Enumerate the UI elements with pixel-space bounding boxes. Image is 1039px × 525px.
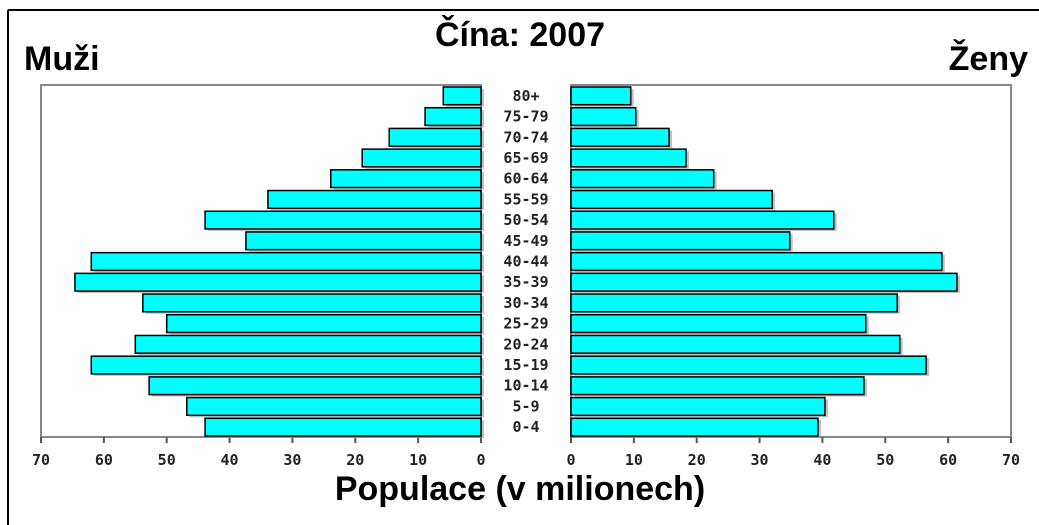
age-label: 10-14 — [503, 377, 548, 395]
x-tick-label: 30 — [751, 451, 769, 469]
bar — [330, 169, 482, 189]
bar — [148, 376, 482, 396]
age-label: 50-54 — [503, 211, 548, 229]
bar — [570, 251, 943, 272]
bar — [165, 314, 482, 334]
x-axis-label: Populace (v milionech) — [335, 470, 705, 508]
bar — [570, 293, 898, 313]
x-tick-label: 10 — [409, 451, 427, 469]
bar — [267, 189, 482, 209]
age-label: 35-39 — [503, 273, 548, 291]
age-label: 60-64 — [503, 170, 548, 188]
bar — [570, 376, 865, 396]
bar — [134, 334, 482, 354]
age-label: 70-74 — [503, 128, 548, 146]
bar — [204, 417, 482, 437]
x-tick-label: 0 — [566, 451, 575, 469]
x-tick-label: 30 — [283, 451, 301, 469]
bar — [186, 396, 482, 417]
age-label: 55-59 — [503, 190, 548, 208]
x-tick-label: 70 — [1002, 451, 1020, 469]
bar — [570, 417, 819, 437]
legend-right: Ženy — [949, 40, 1028, 78]
chart-title: Čína: 2007 — [435, 15, 605, 54]
bar — [570, 106, 637, 127]
bar — [442, 86, 482, 106]
x-tick-label: 60 — [939, 451, 957, 469]
age-label: 80+ — [512, 87, 539, 105]
age-label: 45-49 — [503, 232, 548, 250]
bar — [74, 272, 482, 292]
age-label: 65-69 — [503, 149, 548, 167]
bar — [570, 86, 632, 106]
bar — [361, 148, 482, 168]
bar — [570, 396, 826, 417]
x-tick-label: 40 — [221, 451, 239, 469]
bar — [245, 231, 482, 251]
bar — [388, 127, 482, 147]
age-label: 30-34 — [503, 294, 548, 312]
bar — [570, 127, 670, 147]
bar — [570, 231, 791, 251]
x-tick-label: 20 — [346, 451, 364, 469]
age-label: 20-24 — [503, 335, 548, 353]
age-label: 0-4 — [512, 418, 539, 436]
bar — [204, 210, 482, 230]
x-tick-label: 70 — [32, 451, 50, 469]
bar — [424, 106, 482, 127]
bar — [570, 272, 958, 292]
bar — [90, 355, 482, 375]
bar — [570, 189, 773, 209]
bar — [570, 334, 901, 354]
legend-left: Muži — [24, 40, 100, 78]
x-tick-label: 10 — [625, 451, 643, 469]
bar — [570, 314, 867, 334]
x-tick-label: 60 — [95, 451, 113, 469]
x-tick-label: 50 — [158, 451, 176, 469]
bar — [570, 169, 715, 189]
bar — [90, 251, 482, 272]
age-label: 5-9 — [512, 397, 539, 415]
bar — [570, 355, 927, 375]
age-label: 40-44 — [503, 253, 548, 271]
age-label: 25-29 — [503, 315, 548, 333]
x-tick-label: 40 — [813, 451, 831, 469]
x-tick-label: 0 — [476, 451, 485, 469]
bar — [570, 148, 687, 168]
age-label: 75-79 — [503, 108, 548, 126]
x-tick-label: 50 — [876, 451, 894, 469]
bar — [570, 210, 835, 230]
x-tick-label: 20 — [688, 451, 706, 469]
age-label: 15-19 — [503, 356, 548, 374]
bar — [142, 293, 482, 313]
